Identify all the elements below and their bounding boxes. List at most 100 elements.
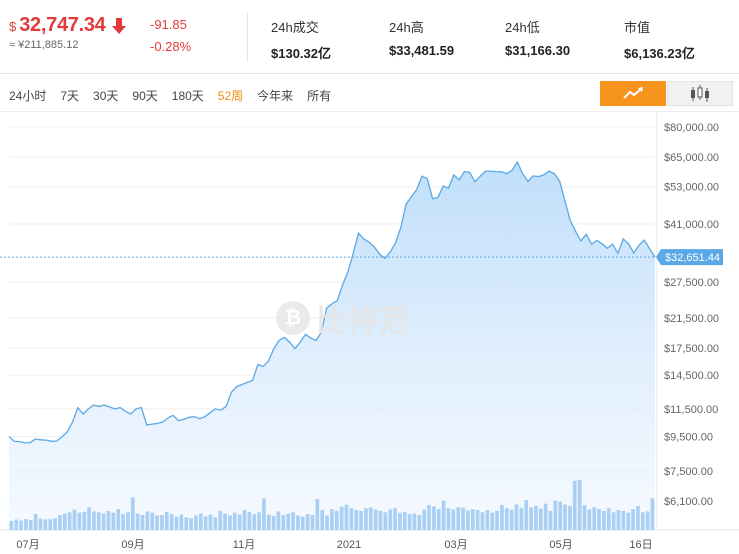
- volume-bar: [495, 510, 499, 530]
- change-absolute: -91.85: [150, 17, 187, 32]
- volume-bar: [194, 515, 198, 530]
- volume-bar: [417, 515, 422, 530]
- stat-value: $33,481.59: [389, 43, 455, 58]
- volume-bar: [271, 515, 276, 530]
- price-line: [8, 160, 656, 444]
- current-price: 32,747.34: [19, 14, 106, 36]
- volume-bar: [223, 513, 227, 530]
- volume-bar: [364, 508, 368, 530]
- divider: [247, 12, 248, 62]
- volume-bar: [38, 518, 43, 530]
- x-axis-labels: 07月 09月 11月 2021 03月 05月 16日: [16, 539, 652, 551]
- watermark: ₿ 比特范: [276, 296, 409, 340]
- volume-bar: [451, 509, 456, 530]
- volume-bar: [160, 515, 164, 530]
- stat-label: 24h低: [505, 20, 540, 35]
- volume-bar: [77, 512, 82, 530]
- x-tick-label: 16日: [629, 539, 652, 551]
- volume-bar: [237, 514, 242, 530]
- volume-bar: [402, 511, 407, 530]
- divider: [0, 73, 739, 74]
- arrow-down-icon: [111, 17, 126, 34]
- volume-bar: [529, 507, 533, 530]
- volume-bar: [242, 510, 247, 530]
- line-chart-icon: [623, 87, 643, 99]
- tab-30d[interactable]: 30天: [93, 89, 119, 103]
- change-percent: -0.28%: [150, 39, 192, 54]
- volume-bars: [9, 480, 655, 530]
- volume-bar: [553, 500, 558, 530]
- volume-bar: [446, 508, 451, 530]
- stat-high: 24h高 $33,481.59: [389, 17, 454, 58]
- volume-bar: [466, 510, 470, 530]
- volume-bar: [368, 507, 373, 530]
- volume-bar: [441, 500, 446, 530]
- tab-24h[interactable]: 24小时: [9, 89, 47, 103]
- divider: [0, 111, 739, 112]
- volume-bar: [616, 510, 621, 530]
- volume-bar: [281, 515, 286, 530]
- candlestick-icon: [691, 85, 709, 102]
- volume-bar: [184, 517, 189, 530]
- y-tick-label: $7,500.00: [664, 466, 713, 478]
- tab-all[interactable]: 所有: [307, 89, 332, 103]
- volume-bar: [519, 507, 524, 530]
- volume-bar: [67, 512, 72, 530]
- volume-bar: [310, 515, 315, 530]
- volume-bar: [621, 510, 626, 530]
- volume-bar: [296, 515, 300, 530]
- volume-bar: [563, 504, 567, 530]
- price-block: $ 32,747.34: [9, 14, 126, 37]
- y-tick-label: $9,500.00: [664, 432, 713, 444]
- volume-bar: [155, 515, 159, 530]
- volume-bar: [558, 501, 563, 530]
- current-price-label: $32,651.44: [665, 252, 720, 264]
- volume-bar: [393, 508, 397, 530]
- volume-bar: [645, 511, 650, 530]
- line-chart-button[interactable]: [600, 81, 666, 106]
- volume-bar: [218, 510, 223, 530]
- stat-value: $130.32亿: [271, 46, 331, 61]
- volume-bar: [344, 504, 349, 530]
- tab-52w[interactable]: 52周: [217, 89, 244, 103]
- volume-bar: [291, 512, 295, 530]
- tab-90d[interactable]: 90天: [132, 89, 158, 103]
- volume-bar: [456, 507, 461, 530]
- tab-ytd[interactable]: 今年来: [257, 89, 294, 103]
- volume-bar: [427, 505, 431, 530]
- volume-bar: [164, 511, 169, 530]
- volume-bar: [470, 509, 475, 530]
- volume-bar: [568, 505, 572, 530]
- volume-bar: [169, 514, 174, 530]
- price-chart: $80,000.00 $65,000.00 $53,000.00 $41,000.00…: [0, 111, 739, 551]
- candlestick-button[interactable]: [667, 81, 733, 106]
- volume-bar: [213, 517, 218, 530]
- volume-bar: [111, 512, 116, 530]
- stat-value: $31,166.30: [505, 43, 571, 58]
- volume-bar: [198, 513, 203, 530]
- stat-label: 24h高: [389, 20, 424, 35]
- volume-bar: [514, 504, 519, 530]
- volume-bar: [203, 516, 208, 530]
- volume-bar: [354, 510, 359, 530]
- volume-bar: [577, 480, 582, 530]
- stat-label: 市值: [624, 20, 651, 35]
- y-tick-label: $27,500.00: [664, 277, 719, 289]
- volume-bar: [436, 509, 441, 530]
- volume-bar: [300, 516, 305, 530]
- volume-bar: [626, 512, 631, 530]
- volume-bar: [101, 513, 106, 530]
- volume-bar: [587, 509, 592, 530]
- volume-bar: [475, 510, 480, 530]
- volume-bar: [174, 516, 179, 530]
- volume-bar: [383, 512, 388, 530]
- tab-7d[interactable]: 7天: [60, 89, 80, 103]
- volume-bar: [257, 512, 261, 530]
- volume-bar: [286, 513, 291, 530]
- volume-bar: [276, 511, 281, 530]
- volume-bar: [422, 509, 427, 530]
- volume-bar: [373, 509, 378, 530]
- volume-bar: [524, 500, 529, 530]
- volume-bar: [208, 514, 213, 530]
- tab-180d[interactable]: 180天: [171, 89, 204, 103]
